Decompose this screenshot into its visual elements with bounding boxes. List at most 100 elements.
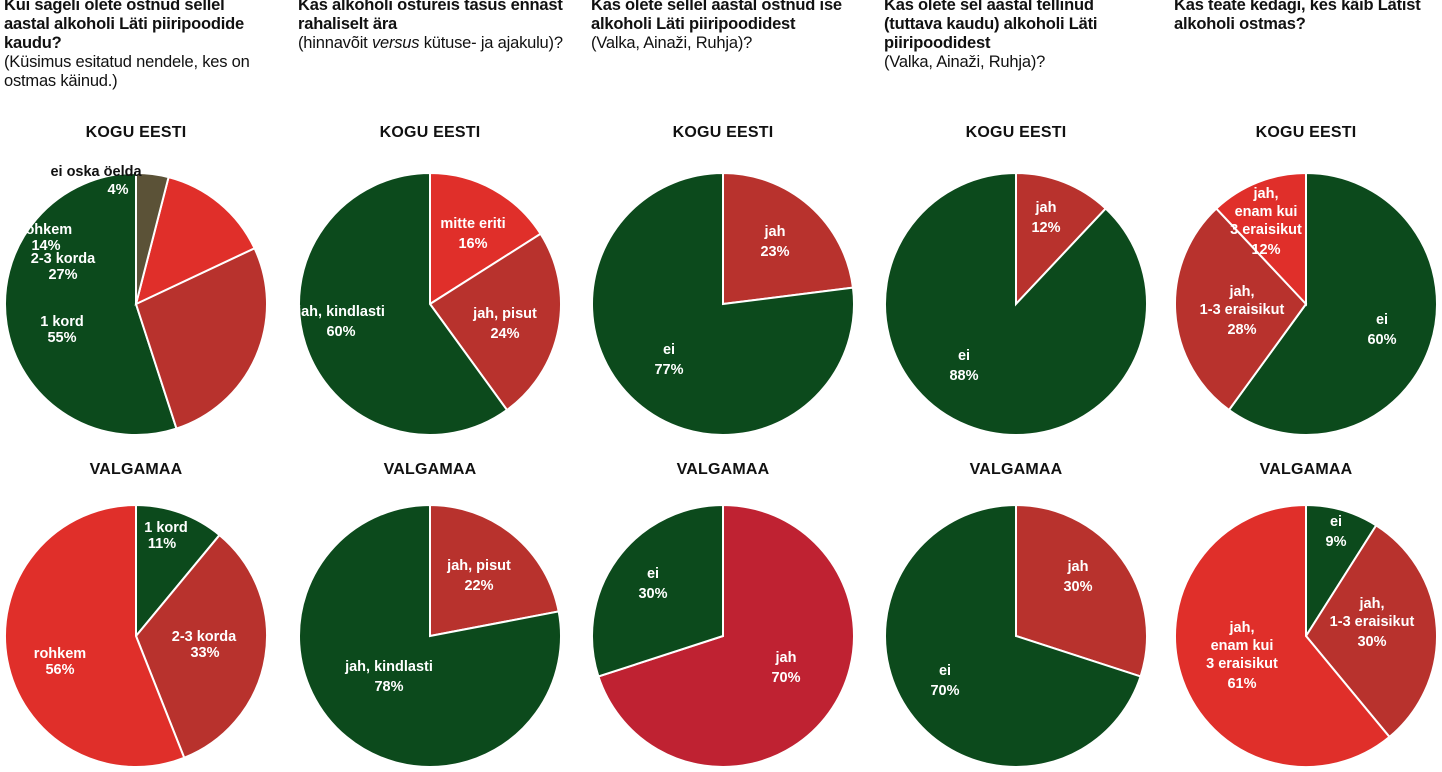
slice-label-jah-pisut: jah, pisut 22% xyxy=(446,558,511,594)
slice-label-text: jah, xyxy=(1253,186,1279,202)
slice-value: 30% xyxy=(1063,579,1092,595)
question-3: Kas olete sellel aastal ostnud ise alkoh… xyxy=(591,0,856,53)
slice-label-text: 1-3 eraisikut xyxy=(1200,302,1285,318)
slice-label-text: 1 kord xyxy=(40,314,84,330)
question-1-title: Kui sageli olete ostnud sellel aastal al… xyxy=(4,0,245,52)
question-5: Kas teate kedagi, kes käib Lätist alkoho… xyxy=(1174,0,1439,34)
pie-slice-rohkem xyxy=(3,503,186,768)
pie-slice-2-3-korda xyxy=(134,533,268,760)
slice-label-text: enam kui xyxy=(1211,638,1274,654)
slice-label-jah-kindlasti: jah, kindlasti 78% xyxy=(344,659,433,695)
region-title-kogu-eesti: KOGU EESTI xyxy=(1255,124,1357,141)
slice-label-text: ei xyxy=(958,348,970,364)
slice-value: 30% xyxy=(1357,634,1386,650)
slice-label-text: jah, xyxy=(1229,284,1255,300)
slice-label-ei: ei 88% xyxy=(949,348,978,384)
slice-label-jah-1-3-eraisikut: jah, 1-3 eraisikut 28% xyxy=(1200,284,1285,338)
pie-chart-valgamaa: jah 70% ei 30% xyxy=(591,503,855,768)
pie-chart-valgamaa: ei 9% jah, 1-3 eraisikut 30% jah, enam kui 3 er… xyxy=(1174,503,1438,768)
slice-label-jah: jah 23% xyxy=(760,224,789,260)
pie-slice-jah-1-3-eraisikut xyxy=(1174,207,1308,412)
slice-label-jah: jah 12% xyxy=(1031,200,1060,236)
pie-chart-kogu-eesti: ei 60% jah, 1-3 eraisikut 28% jah, enam kui 3 e… xyxy=(1174,171,1438,436)
pie-chart-kogu-eesti: mitte eriti 16% jah, pisut 24% jah, kindlast… xyxy=(296,171,562,436)
slice-label-jah: jah 70% xyxy=(771,650,800,686)
slice-value: 55% xyxy=(47,330,76,346)
pie-slice-jah xyxy=(722,171,855,306)
pie-slice-jah xyxy=(1015,171,1108,307)
pie-chart-kogu-eesti: jah 12% ei 88% xyxy=(884,171,1148,436)
slice-label-ei: ei 9% xyxy=(1326,514,1347,550)
pie-slice-rohkem xyxy=(134,175,256,306)
question-2-note-pre: (hinnavõit xyxy=(298,34,372,52)
slice-label-text: ei xyxy=(939,663,951,679)
slice-label-text: jah xyxy=(1067,559,1089,575)
pie-chart-kogu-eesti: jah 23% ei 77% xyxy=(591,171,855,436)
slice-label-jah-enam-kui-3-eraisikut: jah, enam kui 3 eraisikut 12% xyxy=(1230,186,1302,258)
question-3-title: Kas olete sellel aastal ostnud ise alkoh… xyxy=(591,0,842,33)
pie-slice-ei xyxy=(1227,171,1438,436)
question-2-note-italic: versus xyxy=(371,34,420,52)
slice-label-jah-pisut: jah, pisut 24% xyxy=(472,306,537,342)
slice-value: 11% xyxy=(148,536,176,552)
question-4: Kas olete sel aastal tellinud (tuttava k… xyxy=(884,0,1149,72)
pie-chart-valgamaa: jah 30% ei 70% xyxy=(884,503,1148,768)
slice-label-ei: ei 60% xyxy=(1367,312,1396,348)
slice-value: 56% xyxy=(45,662,74,678)
chart-column-5: Kas teate kedagi, kes käib Lätist alkoho… xyxy=(1170,0,1442,768)
slice-value: 12% xyxy=(1251,242,1280,258)
pie-slice-jah-kindlasti xyxy=(298,171,509,436)
region-title-valgamaa: VALGAMAA xyxy=(969,461,1063,478)
slice-value: 88% xyxy=(949,368,978,384)
question-4-note: (Valka, Ainaži, Ruhja)? xyxy=(884,53,1046,71)
pie-chart-valgamaa: jah, pisut 22% jah, kindlasti 78% xyxy=(298,503,562,768)
slice-label-text: jah, pisut xyxy=(446,558,511,574)
region-title-kogu-eesti: KOGU EESTI xyxy=(965,124,1067,141)
chart-column-3: Kas olete sellel aastal ostnud ise alkoh… xyxy=(587,0,859,768)
slice-value: 33% xyxy=(190,645,219,661)
slice-label-text: rohkem xyxy=(20,222,72,238)
slice-label-text: jah, xyxy=(1359,596,1385,612)
chart-column-1: Kui sageli olete ostnud sellel aastal al… xyxy=(0,0,272,768)
slice-value: 28% xyxy=(1227,322,1256,338)
slice-value: 70% xyxy=(771,670,800,686)
slice-value: 27% xyxy=(48,267,77,283)
slice-label-jah-enam-kui-3-eraisikut: jah, enam kui 3 eraisikut 61% xyxy=(1206,620,1278,692)
slice-value: 22% xyxy=(464,578,493,594)
slice-value: 77% xyxy=(654,362,683,378)
slice-label-text: jah xyxy=(764,224,786,240)
pie-slice-ei xyxy=(884,171,1148,436)
pie-slice-1-kord xyxy=(4,171,178,436)
region-title-valgamaa: VALGAMAA xyxy=(89,461,183,478)
slice-value: 4% xyxy=(108,182,129,198)
slice-value: 12% xyxy=(1031,220,1060,236)
region-title-kogu-eesti: KOGU EESTI xyxy=(672,124,774,141)
slice-value: 60% xyxy=(326,324,355,340)
region-title-kogu-eesti: KOGU EESTI xyxy=(379,124,481,141)
slice-label-jah: jah 30% xyxy=(1063,559,1092,595)
pie-slice-1-kord xyxy=(135,503,221,639)
slice-value: 14% xyxy=(31,238,60,254)
question-2: Kas alkoholi ostureis tasus ennast rahal… xyxy=(298,0,563,53)
pie-slice-ei-oska-elda xyxy=(135,171,170,305)
slice-label-text: rohkem xyxy=(34,646,86,662)
pie-slice-jah-kindlasti xyxy=(298,503,562,768)
slice-label-text: jah xyxy=(775,650,797,666)
slice-label-text: 3 eraisikut xyxy=(1206,656,1278,672)
slice-label-text: jah xyxy=(1035,200,1057,216)
region-title-valgamaa: VALGAMAA xyxy=(1259,461,1353,478)
pie-slice-jah-pisut xyxy=(429,503,560,638)
slice-label-jah-kindlasti: jah, kindlasti 60% xyxy=(296,304,385,340)
slice-label-text: ei oska öelda xyxy=(50,164,142,180)
slice-label-ei: ei 77% xyxy=(654,342,683,378)
chart-column-4: Kas olete sel aastal tellinud (tuttava k… xyxy=(880,0,1152,768)
slice-value: 23% xyxy=(760,244,789,260)
slice-label-text: enam kui xyxy=(1235,204,1298,220)
pie-slice-2-3-korda xyxy=(134,246,268,430)
slice-label-text: ei xyxy=(1376,312,1388,328)
